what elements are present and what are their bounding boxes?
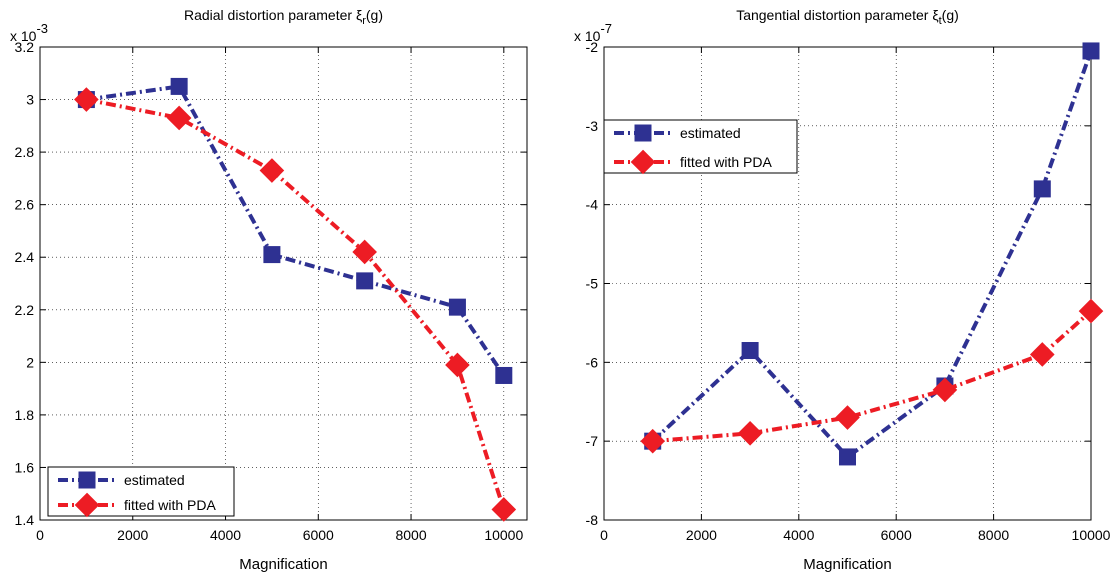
y-exponent-label: x 10-3	[10, 21, 48, 44]
x-tick-label: 0	[36, 527, 44, 543]
y-tick-label: -3	[586, 118, 599, 134]
legend-label: estimated	[680, 125, 741, 141]
series-1-point	[259, 158, 285, 183]
series-0-point	[78, 471, 96, 489]
y-tick-label: 1.8	[15, 407, 35, 423]
series-0-point	[839, 448, 856, 466]
chart-title: Radial distortion parameter ξr(g)	[184, 7, 383, 27]
x-tick-label: 8000	[978, 527, 1009, 543]
series-1-line	[652, 309, 1093, 444]
y-tick-label: 2	[26, 354, 34, 370]
legend-label: fitted with PDA	[124, 497, 216, 513]
chart-title-suffix: (g)	[942, 7, 959, 23]
x-tick-label: 2000	[686, 527, 717, 543]
series-0-line	[651, 50, 1093, 460]
x-tick-label: 6000	[303, 527, 334, 543]
y-exponent-base: x 10	[574, 28, 601, 44]
chart-title: Tangential distortion parameter ξt(g)	[736, 7, 959, 27]
series-1-point	[491, 497, 517, 522]
radial-distortion-chart: 0 2000 4000 6000 8000 10000 1.4 1.6 1.8 2 2.2 2.4 2.…	[10, 7, 528, 573]
chart-title-main: Radial distortion parameter ξ	[184, 7, 362, 23]
legend: estimated fitted with PDA	[47, 466, 235, 518]
series-1-point	[74, 87, 99, 112]
x-tick-label: 2000	[117, 527, 148, 543]
y-tick-label: 2.6	[15, 197, 35, 213]
y-exponent-base: x 10	[10, 28, 37, 44]
axes-frame	[39, 46, 528, 521]
y-tick-label: -4	[586, 197, 599, 213]
series-1-point	[352, 239, 377, 265]
series-0-point	[448, 298, 466, 316]
y-tick-label: -2	[586, 39, 599, 55]
x-tick-label: 8000	[395, 527, 426, 543]
plot-area	[40, 47, 527, 520]
y-tick-label: 3.2	[15, 39, 35, 55]
y-tick-label: -8	[586, 512, 599, 528]
series-0-point	[356, 272, 374, 290]
series-1-point	[932, 377, 958, 403]
axes-frame	[603, 46, 1092, 521]
legend-label: fitted with PDA	[680, 154, 772, 170]
y-exponent-power: -3	[36, 21, 48, 36]
series-1-point	[835, 405, 860, 430]
x-tick-label: 0	[600, 527, 608, 543]
series-1-point	[74, 492, 100, 518]
series-1-point	[166, 105, 192, 131]
chart-title-subscript: t	[939, 15, 942, 27]
y-exponent-power: -7	[600, 21, 612, 36]
y-tick-label: 2.8	[15, 144, 35, 160]
legend: estimated fitted with PDA	[603, 119, 798, 175]
series-0-point	[1082, 42, 1100, 60]
x-axis-label: Magnification	[239, 556, 327, 573]
chart-title-main: Tangential distortion parameter ξ	[736, 7, 938, 23]
series-0-point	[495, 366, 513, 384]
series-1-point	[737, 420, 763, 446]
x-axis-label: Magnification	[803, 556, 891, 573]
chart-title-suffix: (g)	[366, 7, 383, 23]
x-tick-label: 10000	[1072, 527, 1111, 543]
series-1-point	[445, 352, 470, 378]
y-tick-label: 2.2	[15, 302, 35, 318]
legend-label: estimated	[124, 472, 185, 488]
series-1-point	[640, 428, 666, 454]
series-0-point	[634, 124, 652, 142]
series-1-point	[1078, 298, 1104, 324]
y-tick-label: -7	[586, 433, 599, 449]
x-tick-label: 4000	[783, 527, 814, 543]
y-tick-label: 1.6	[15, 459, 35, 475]
series-0-point	[170, 77, 188, 95]
y-tick-label: 3	[26, 92, 34, 108]
series-0-point	[741, 342, 759, 360]
x-tick-label: 4000	[210, 527, 241, 543]
series-0-point	[1033, 180, 1051, 198]
x-tick-label: 10000	[484, 527, 523, 543]
chart-title-subscript: r	[362, 15, 366, 27]
series-1-point	[630, 149, 656, 175]
series-1-point	[1029, 342, 1055, 367]
x-tick-label: 6000	[881, 527, 912, 543]
y-tick-label: 2.4	[15, 249, 35, 265]
series-0-point	[263, 246, 281, 264]
y-tick-label: -5	[586, 276, 599, 292]
y-tick-label: 1.4	[15, 512, 35, 528]
y-exponent-label: x 10-7	[574, 21, 612, 44]
y-tick-label: -6	[586, 354, 599, 370]
tangential-distortion-chart: 0 2000 4000 6000 8000 10000 -8 -7 -6 -5 -4 -3 -2x 10…	[574, 7, 1111, 573]
series-1-line	[85, 97, 506, 511]
